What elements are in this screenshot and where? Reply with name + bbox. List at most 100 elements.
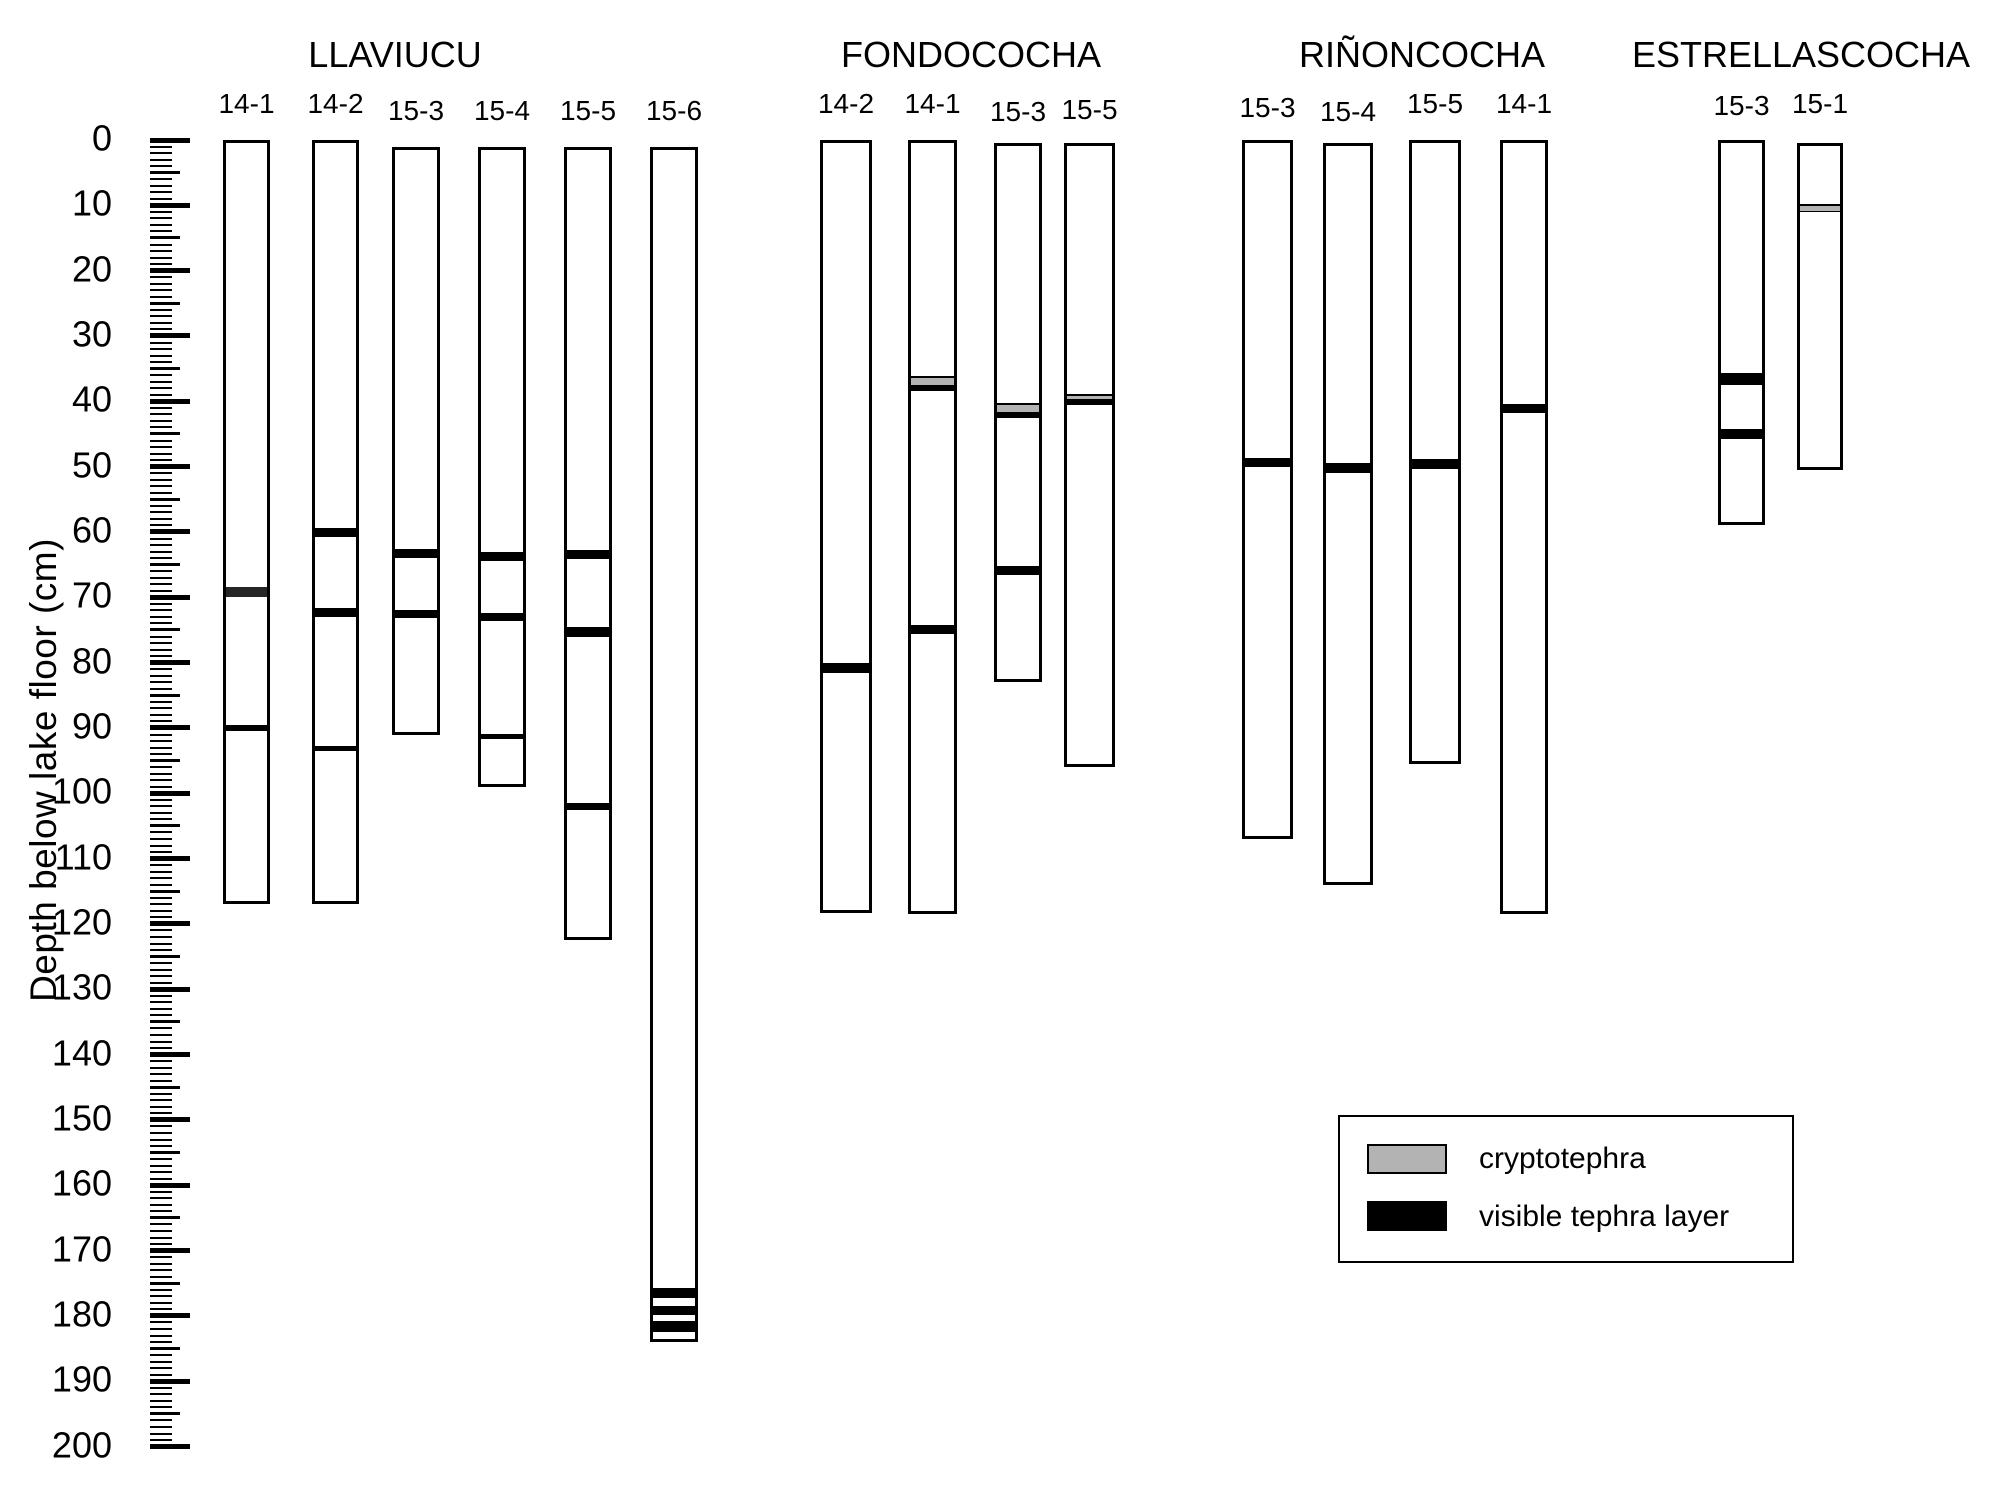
ruler-tick bbox=[150, 230, 172, 233]
ruler-tick bbox=[150, 856, 190, 862]
ruler-tick bbox=[150, 1047, 172, 1050]
ruler-tick bbox=[150, 981, 172, 984]
ruler-tick bbox=[150, 243, 172, 246]
ruler-tick bbox=[150, 1295, 172, 1298]
ruler-tick bbox=[150, 1281, 180, 1285]
ruler-tick bbox=[150, 1117, 190, 1123]
core-label: 15-3 bbox=[387, 95, 445, 126]
ruler-tick bbox=[150, 191, 172, 194]
ruler-tick bbox=[150, 1158, 172, 1161]
core-label: 15-5 bbox=[1406, 88, 1464, 119]
depth-tick-label: 90 bbox=[71, 705, 112, 747]
ruler-tick bbox=[150, 426, 172, 429]
ruler-tick bbox=[150, 635, 172, 638]
ruler-tick bbox=[150, 877, 172, 880]
ruler-tick bbox=[150, 753, 172, 756]
ruler-tick bbox=[150, 1439, 172, 1442]
lake-group-title: ESTRELLASCOCHA bbox=[1631, 34, 1971, 75]
visible-tephra-layer bbox=[315, 607, 356, 617]
ruler-tick bbox=[150, 485, 172, 488]
visible-tephra-layer bbox=[395, 548, 437, 559]
ruler-tick bbox=[150, 1060, 172, 1063]
ruler-tick bbox=[150, 870, 172, 873]
core-label: 15-3 bbox=[1713, 90, 1770, 121]
depth-tick-label: 130 bbox=[51, 966, 112, 1008]
ruler-tick bbox=[150, 459, 172, 462]
ruler-tick bbox=[150, 301, 180, 305]
core-label: 14-1 bbox=[1495, 88, 1553, 119]
depth-tick-label: 100 bbox=[51, 770, 112, 812]
ruler-tick bbox=[150, 321, 172, 324]
ruler-tick bbox=[150, 497, 180, 501]
ruler-tick bbox=[150, 589, 172, 592]
ruler-tick bbox=[150, 1027, 172, 1030]
ruler-tick bbox=[150, 1378, 190, 1384]
ruler-tick bbox=[150, 361, 172, 364]
ruler-tick bbox=[150, 674, 172, 677]
core-label: 15-3 bbox=[1239, 92, 1296, 123]
depth-tick-label: 50 bbox=[71, 443, 112, 485]
ruler-tick bbox=[150, 655, 172, 658]
visible-tephra-layer bbox=[1326, 462, 1370, 473]
core-column bbox=[1323, 143, 1373, 885]
ruler-tick bbox=[150, 929, 172, 932]
ruler-tick bbox=[150, 1262, 172, 1265]
ruler-tick bbox=[150, 315, 172, 318]
core-label: 15-1 bbox=[1791, 88, 1849, 119]
ruler-tick bbox=[150, 387, 172, 390]
ruler-tick bbox=[150, 648, 172, 651]
ruler-tick bbox=[150, 1321, 172, 1324]
ruler-tick bbox=[150, 975, 172, 978]
core-label: 15-4 bbox=[1319, 96, 1377, 127]
ruler-tick bbox=[150, 158, 172, 161]
ruler-tick bbox=[150, 942, 172, 945]
ruler-tick bbox=[150, 740, 172, 743]
visible-tephra-layer bbox=[911, 386, 954, 391]
ruler-tick bbox=[150, 1419, 172, 1422]
legend-label-cryptotephra: cryptotephra bbox=[1479, 1142, 1646, 1175]
core-column bbox=[312, 140, 359, 905]
visible-tephra-layer bbox=[653, 1306, 695, 1316]
ruler-tick bbox=[150, 1313, 190, 1319]
core-label: 15-5 bbox=[559, 95, 617, 126]
core-label: 14-2 bbox=[817, 88, 875, 119]
depth-tick-label: 140 bbox=[51, 1031, 112, 1073]
ruler-tick bbox=[150, 374, 172, 377]
ruler-tick bbox=[150, 308, 172, 311]
depth-tick-label: 150 bbox=[51, 1097, 112, 1139]
ruler-tick bbox=[150, 693, 180, 697]
ruler-tick bbox=[150, 333, 190, 339]
ruler-tick bbox=[150, 171, 180, 175]
ruler-tick bbox=[150, 785, 172, 788]
visible-tephra-layer bbox=[226, 586, 267, 598]
ruler-tick bbox=[150, 1354, 172, 1357]
ruler-tick bbox=[150, 1099, 172, 1102]
cryptotephra-layer bbox=[911, 375, 954, 387]
ruler-tick bbox=[150, 798, 172, 801]
ruler-tick bbox=[150, 1341, 172, 1344]
ruler-tick bbox=[150, 1308, 172, 1311]
core-label: 14-2 bbox=[307, 88, 364, 119]
core-column bbox=[650, 146, 698, 1343]
ruler-tick bbox=[150, 1079, 172, 1082]
ruler-tick bbox=[150, 921, 190, 927]
ruler-tick bbox=[150, 838, 172, 841]
cryptotephra-layer bbox=[997, 402, 1039, 414]
ruler-tick bbox=[150, 1432, 172, 1435]
ruler-tick bbox=[150, 687, 172, 690]
ruler-tick bbox=[150, 295, 172, 298]
ruler-tick bbox=[150, 844, 172, 847]
ruler-tick bbox=[150, 1334, 172, 1337]
ruler-tick bbox=[150, 165, 172, 168]
ruler-tick bbox=[150, 1373, 172, 1376]
ruler-tick bbox=[150, 1399, 172, 1402]
ruler-tick bbox=[150, 472, 172, 475]
ruler-tick bbox=[150, 851, 172, 854]
visible-tephra-layer bbox=[1245, 458, 1290, 468]
ruler-tick bbox=[150, 276, 172, 279]
ruler-tick bbox=[150, 746, 172, 749]
ruler-tick bbox=[150, 594, 190, 600]
ruler-tick bbox=[150, 1288, 172, 1291]
ruler-tick bbox=[150, 700, 172, 703]
ruler-tick bbox=[150, 1182, 190, 1188]
